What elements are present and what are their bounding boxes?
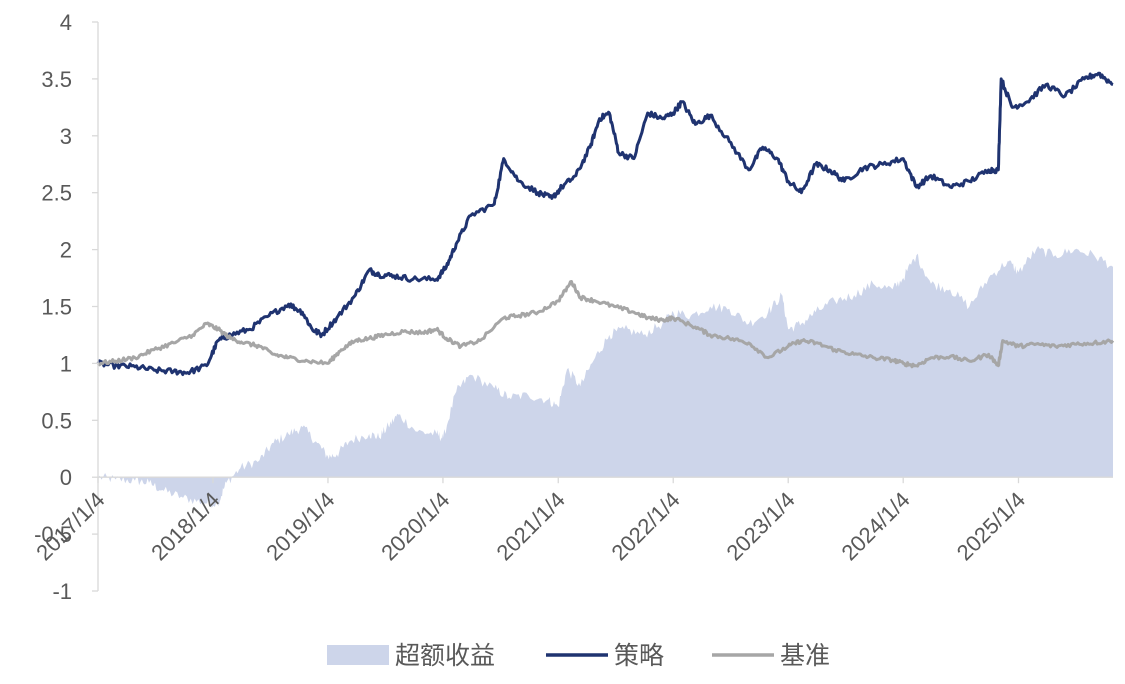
x-tick-label: 2024/1/4 <box>836 487 914 565</box>
series-line-1 <box>96 71 1114 376</box>
x-tick-label: 2021/1/4 <box>492 487 570 565</box>
legend-label: 策略 <box>614 641 664 670</box>
y-tick-label: -1 <box>52 579 72 604</box>
y-axis: 4 3.5 3 2.5 2 1.5 1 0.5 0 -0.5 -1 <box>34 10 99 604</box>
x-tick-label: 2019/1/4 <box>261 487 339 565</box>
x-tick-label: 2025/1/4 <box>952 487 1030 565</box>
x-tick-label: 2023/1/4 <box>722 487 800 565</box>
x-tick-label: 2020/1/4 <box>376 487 454 565</box>
y-tick-label: 3 <box>60 124 72 149</box>
y-tick-label: 2 <box>60 238 72 263</box>
legend-label: 基准 <box>780 641 830 670</box>
y-tick-label: 0 <box>60 465 72 490</box>
y-tick-label: 1 <box>60 351 72 376</box>
x-tick-label: 2018/1/4 <box>146 487 224 565</box>
y-tick-label: 2.5 <box>41 181 72 206</box>
legend: 超额收益 策略 基准 <box>327 641 830 670</box>
legend-swatch-area <box>327 645 389 665</box>
y-tick-label: 1.5 <box>41 295 72 320</box>
y-tick-label: 3.5 <box>41 67 72 92</box>
y-tick-label: 4 <box>60 10 72 35</box>
y-tick-label: 0.5 <box>41 408 72 433</box>
legend-label: 超额收益 <box>395 641 495 670</box>
series-line-2 <box>96 280 1115 369</box>
series-area-excess-return <box>98 246 1113 508</box>
x-tick-label: 2022/1/4 <box>607 487 685 565</box>
y-tick-label: -0.5 <box>34 522 72 547</box>
plot-area <box>96 71 1115 508</box>
